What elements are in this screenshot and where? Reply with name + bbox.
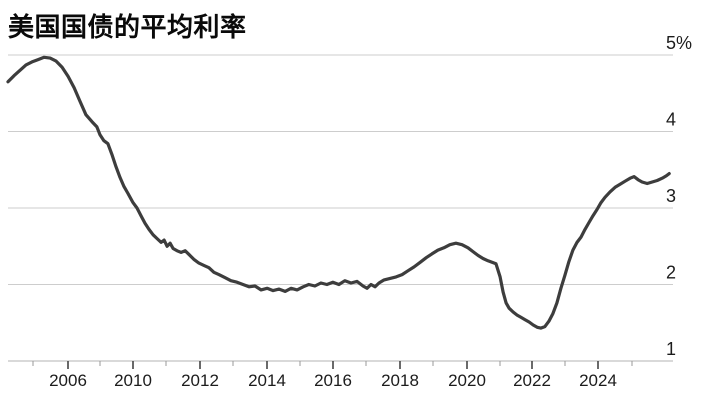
x-axis-tick-label: 2024 xyxy=(579,371,617,390)
y-axis-tick-label: 5% xyxy=(666,33,692,53)
y-axis-tick-label: 1 xyxy=(666,339,676,359)
series-line xyxy=(6,55,671,330)
y-axis-tick-label: 3 xyxy=(666,186,676,206)
y-axis-tick-label: 4 xyxy=(666,110,676,130)
x-axis-tick-label: 2006 xyxy=(49,371,87,390)
y-axis-tick-label: 2 xyxy=(666,263,676,283)
x-axis-tick-label: 2016 xyxy=(314,371,352,390)
chart-title: 美国国债的平均利率 xyxy=(8,12,247,42)
x-axis-tick-label: 2010 xyxy=(114,371,152,390)
x-axis-tick-label: 2018 xyxy=(381,371,419,390)
x-axis-tick-label: 2012 xyxy=(181,371,219,390)
x-axis-tick-label: 2014 xyxy=(248,371,286,390)
x-axis-tick-label: 2020 xyxy=(448,371,486,390)
x-axis-tick-label: 2022 xyxy=(513,371,551,390)
